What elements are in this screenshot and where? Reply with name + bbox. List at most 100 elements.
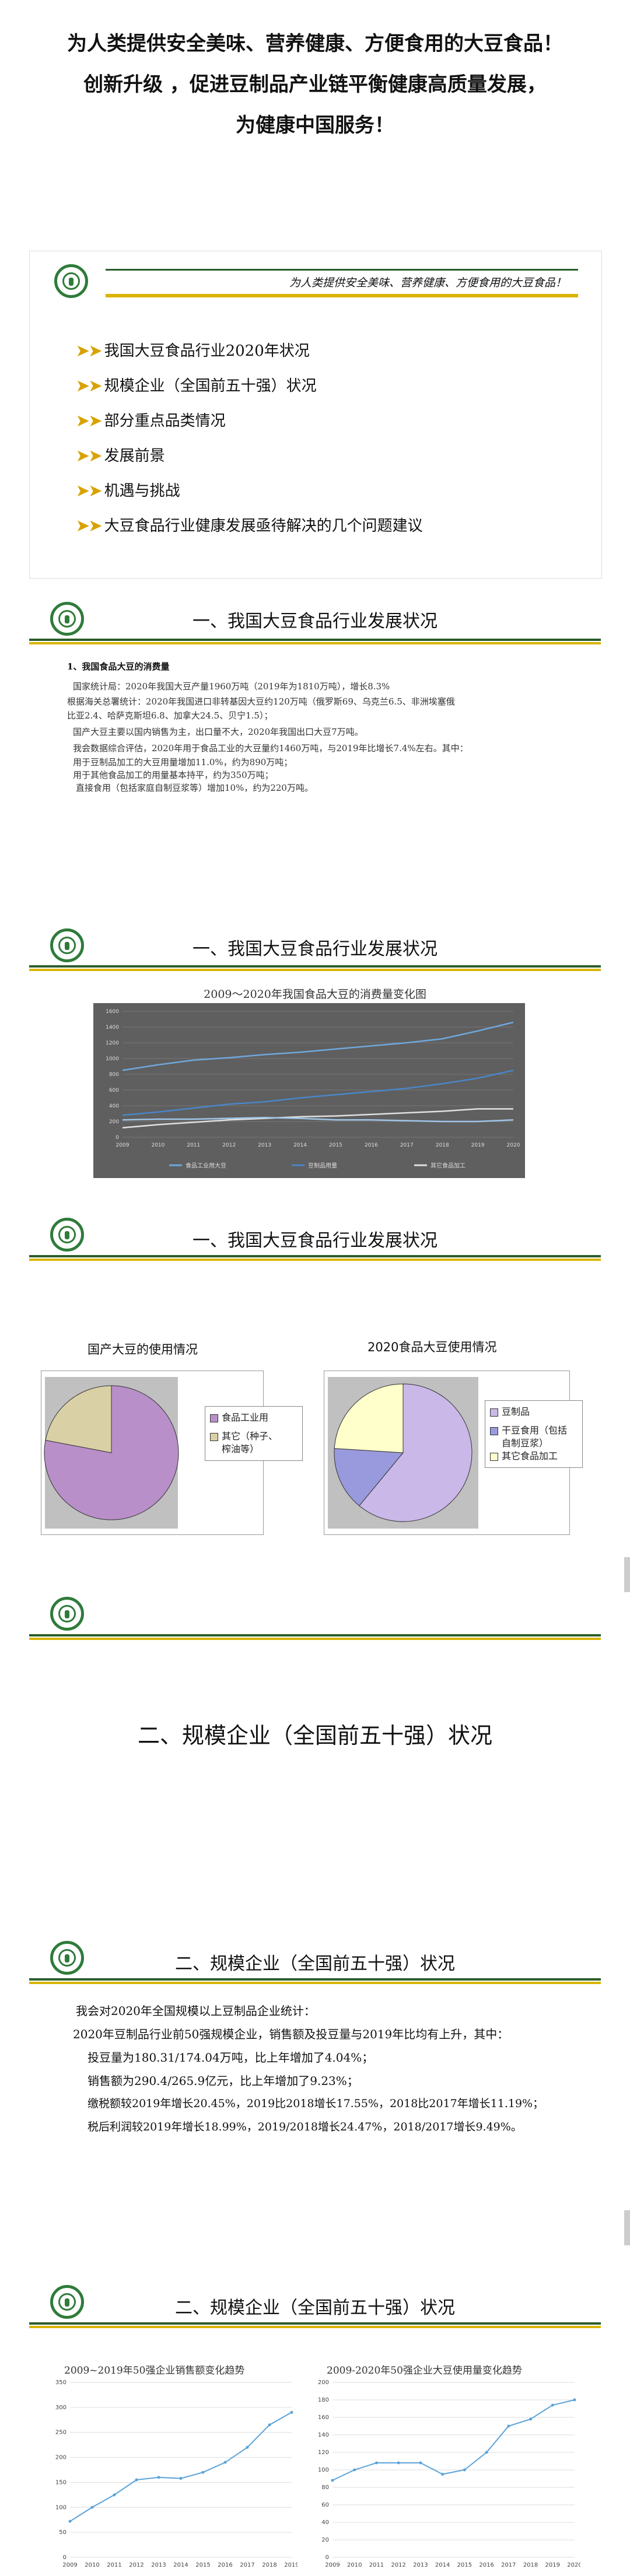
- pie1-legend: 食品工业用 其它（种子、 榨油等）: [205, 1406, 303, 1461]
- association-logo-icon: [50, 1597, 84, 1631]
- y-tick-label: 180: [318, 2397, 329, 2403]
- data-point: [331, 2479, 334, 2482]
- legend-item: 干豆食用（包括: [490, 1424, 578, 1437]
- subheading: 1、我国食品大豆的消费量: [67, 661, 170, 672]
- pie-slice: [45, 1385, 112, 1453]
- x-tick-label: 2015: [195, 2562, 210, 2568]
- text-line: 国产大豆主要以国内销售为主，出口量不大，2020年我国出口大豆7万吨。: [73, 727, 363, 737]
- text-line: 我会数据综合评估，2020年用于食品工业的大豆量约1460万吨，与2019年比增…: [73, 743, 468, 753]
- data-point: [353, 2468, 356, 2472]
- legend-item-cont: 自制豆浆）: [502, 1438, 549, 1449]
- data-point: [223, 2461, 227, 2464]
- section-cover-title: 二、规模企业（全国前五十强）状况: [137, 1723, 492, 1748]
- x-tick-label: 2011: [369, 2562, 384, 2568]
- pie2-title: 2020食品大豆使用情况: [368, 1340, 497, 1354]
- data-point: [290, 2410, 293, 2414]
- scrollbar-thumb[interactable]: [624, 2210, 630, 2245]
- pie-chart-2020-usage: [328, 1377, 478, 1529]
- y-tick-label: 600: [109, 1088, 119, 1094]
- x-tick-label: 2013: [413, 2562, 428, 2568]
- x-tick-label: 2015: [457, 2562, 472, 2568]
- legend-label: 豆制品用量: [308, 1162, 337, 1169]
- data-point: [507, 2424, 510, 2428]
- data-point: [419, 2461, 422, 2465]
- stat-line: 销售额为290.4/265.9亿元，比上年增加了9.23%；: [88, 2074, 359, 2088]
- stat-line: 我会对2020年全国规模以上豆制品企业统计：: [76, 2004, 316, 2018]
- y-tick-label: 50: [59, 2529, 66, 2536]
- toc-item-2[interactable]: ➤➤ 规模企业（全国前五十强）状况: [76, 377, 317, 395]
- pie-slice: [334, 1448, 404, 1506]
- y-tick-label: 200: [55, 2455, 66, 2461]
- y-tick-label: 350: [55, 2379, 66, 2386]
- slide-section2-charts: 二、规模企业（全国前五十强）状况 2009~2019年50强企业销售额变化趋势 …: [29, 2280, 601, 2576]
- y-tick-label: 0: [116, 1135, 119, 1141]
- pie2-frame: 豆制品 干豆食用（包括 自制豆浆） 其它食品加工: [324, 1371, 583, 1535]
- x-tick-label: 2009: [62, 2562, 77, 2568]
- legend-item: 食品工业用: [210, 1411, 298, 1424]
- slide-section2-cover: 二、规模企业（全国前五十强）状况: [29, 1592, 601, 1919]
- association-logo-icon: [50, 1218, 84, 1252]
- x-tick-label: 2017: [501, 2562, 516, 2568]
- pie1-title: 国产大豆的使用情况: [88, 1343, 198, 1357]
- y-tick-label: 0: [326, 2554, 329, 2561]
- legend-label: 食品工业用大豆: [186, 1162, 226, 1169]
- stat-line: 缴税额较2019年增长20.45%，2019比2018增长17.55%，2018…: [88, 2097, 544, 2110]
- stat-line: 税后利润较2019年增长18.99%，2019/2018增长24.47%，201…: [88, 2121, 522, 2133]
- y-tick-label: 400: [109, 1103, 119, 1109]
- association-logo-icon: [50, 602, 84, 636]
- swatch: [490, 1427, 498, 1435]
- text-line: 国家统计局：2020年我国大豆产量1960万吨（2019年为1810万吨），增长…: [73, 681, 390, 692]
- data-point: [441, 2473, 444, 2476]
- slide-section1-pies: 一、我国大豆食品行业发展状况 国产大豆的使用情况 2020食品大豆使用情况 食品…: [29, 1213, 601, 1569]
- double-arrow-icon: ➤➤: [76, 412, 102, 430]
- data-point: [573, 2398, 576, 2402]
- swatch: [210, 1414, 218, 1422]
- y-tick-label: 60: [321, 2502, 329, 2508]
- x-tick-label: 2016: [218, 2562, 232, 2568]
- x-tick-label: 2019: [545, 2562, 560, 2568]
- y-tick-label: 140: [318, 2432, 329, 2438]
- y-tick-label: 1400: [106, 1025, 119, 1031]
- x-tick-label: 2014: [173, 2562, 188, 2568]
- association-logo-icon: [50, 928, 84, 962]
- slide-title: 二、规模企业（全国前五十强）状况: [175, 2298, 455, 2318]
- y-tick-label: 80: [321, 2484, 329, 2491]
- series-line-1: [122, 1021, 514, 1071]
- x-tick-label: 2018: [262, 2562, 276, 2568]
- x-tick-label: 2012: [391, 2562, 405, 2568]
- pie-slice: [359, 1383, 473, 1522]
- legend-item: 其它食品加工: [490, 1450, 578, 1463]
- legend-item: 其它（种子、: [210, 1430, 298, 1443]
- pie-slice: [334, 1383, 404, 1453]
- x-tick-label: 2010: [151, 1142, 164, 1148]
- slide-title: 一、我国大豆食品行业发展状况: [192, 939, 438, 959]
- chart1-title: 2009~2019年50强企业销售额变化趋势: [64, 2365, 245, 2377]
- pie2-legend: 豆制品 干豆食用（包括 自制豆浆） 其它食品加工: [485, 1400, 583, 1468]
- x-tick-label: 2016: [365, 1142, 378, 1148]
- slide-section1-text: 一、我国大豆食品行业发展状况 1、我国食品大豆的消费量 国家统计局：2020年我…: [29, 595, 601, 910]
- slide-title: 二、规模企业（全国前五十强）状况: [175, 1954, 455, 1974]
- double-arrow-icon: ➤➤: [76, 342, 102, 360]
- x-tick-label: 2017: [400, 1142, 414, 1148]
- toc-item-6[interactable]: ➤➤ 大豆食品行业健康发展亟待解决的几个问题建议: [76, 517, 423, 535]
- stat-line: 投豆量为180.31/174.04万吨，比上年增加了4.04%；: [88, 2051, 374, 2065]
- x-tick-label: 2011: [187, 1142, 200, 1148]
- x-tick-label: 2016: [479, 2562, 494, 2568]
- y-tick-label: 1600: [106, 1009, 119, 1015]
- toc-item-5[interactable]: ➤➤ 机遇与挑战: [76, 482, 180, 500]
- toc-item-4[interactable]: ➤➤ 发展前景: [76, 447, 165, 465]
- x-tick-label: 2014: [293, 1142, 307, 1148]
- data-point: [179, 2477, 183, 2480]
- chart-background: [93, 1003, 525, 1178]
- toc-item-3[interactable]: ➤➤ 部分重点品类情况: [76, 412, 226, 430]
- scrollbar-thumb[interactable]: [624, 1557, 630, 1592]
- toc-item-1[interactable]: ➤➤ 我国大豆食品行业2020年状况: [76, 342, 310, 360]
- data-point: [246, 2445, 249, 2449]
- stat-line: 2020年豆制品行业前50强规模企业，销售额及投豆量与2019年比均有上升，其中…: [73, 2027, 509, 2041]
- series-line-4: [122, 1116, 514, 1123]
- slogan-text: 为人类提供安全美味、营养健康、方便食用的大豆食品！: [289, 276, 566, 289]
- x-tick-label: 2009: [116, 1142, 130, 1148]
- text-line: 根据海关总署统计：2020年我国进口非转基因大豆约120万吨（俄罗斯69、乌克兰…: [67, 696, 455, 707]
- intro-text: 为人类提供安全美味、营养健康、方便食用的大豆食品！ 创新升级 ，促进豆制品产业链…: [0, 23, 630, 146]
